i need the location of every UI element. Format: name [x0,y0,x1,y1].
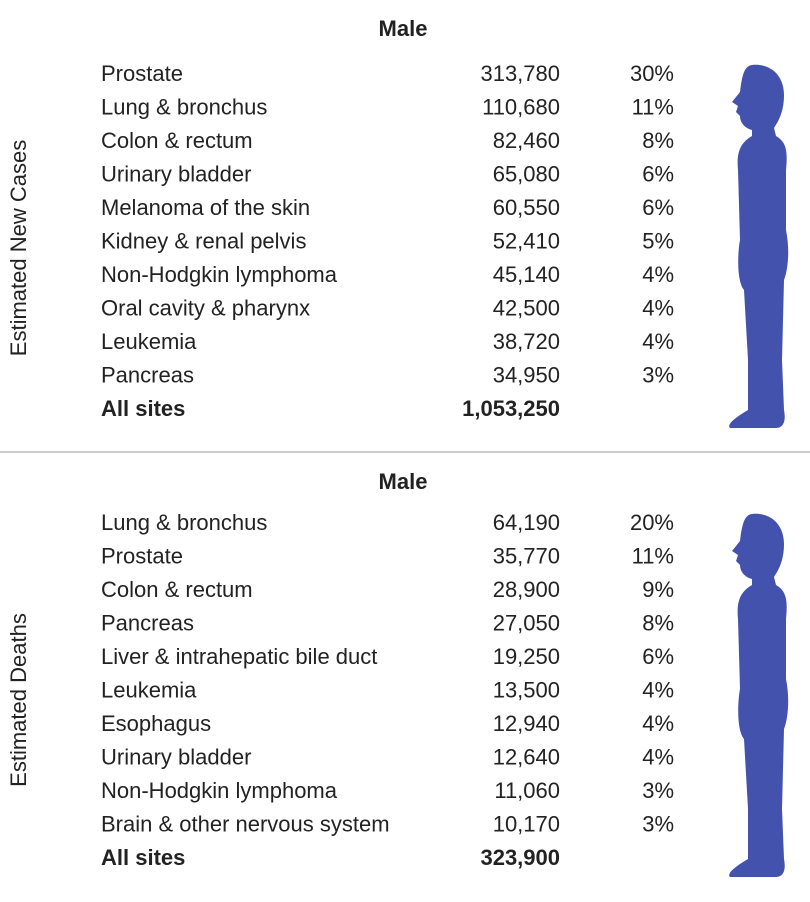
site-name: Lung & bronchus [101,94,267,119]
site-name: Pancreas [101,362,194,387]
site-name: Lung & bronchus [101,510,267,535]
total-value: 1,053,250 [462,396,560,421]
site-name: Non-Hodgkin lymphoma [101,778,338,803]
case-count: 45,140 [493,262,560,287]
site-name: Oral cavity & pharynx [101,295,310,320]
percent: 4% [642,262,674,287]
site-name: Prostate [101,543,183,568]
case-count: 10,170 [493,811,560,836]
percent: 5% [642,228,674,253]
case-count: 110,680 [482,94,560,119]
percent: 4% [642,295,674,320]
percent: 6% [642,161,674,186]
percent: 9% [642,577,674,602]
percent: 4% [642,677,674,702]
total-label: All sites [101,396,185,421]
percent: 4% [642,711,674,736]
percent: 20% [630,510,674,535]
percent: 3% [642,778,674,803]
percent: 3% [642,362,674,387]
site-name: Liver & intrahepatic bile duct [101,644,377,669]
site-name: Non-Hodgkin lymphoma [101,262,338,287]
case-count: 65,080 [493,161,560,186]
percent: 11% [632,543,674,568]
total-value: 323,900 [480,845,560,870]
site-name: Esophagus [101,711,211,736]
case-count: 19,250 [493,644,560,669]
site-name: Urinary bladder [101,161,251,186]
side-label: Estimated New Cases [6,140,31,356]
percent: 30% [630,61,674,86]
percent: 4% [642,329,674,354]
site-name: Leukemia [101,677,197,702]
case-count: 60,550 [493,195,560,220]
site-name: Pancreas [101,610,194,635]
case-count: 64,190 [493,510,560,535]
percent: 3% [642,811,674,836]
male-silhouette [729,513,789,877]
case-count: 11,060 [494,778,560,803]
case-count: 52,410 [493,228,560,253]
section-header: Male [379,16,428,41]
case-count: 38,720 [493,329,560,354]
site-name: Prostate [101,61,183,86]
percent: 11% [632,94,674,119]
site-name: Brain & other nervous system [101,811,390,836]
site-name: Colon & rectum [101,128,253,153]
case-count: 82,460 [493,128,560,153]
site-name: Leukemia [101,329,197,354]
total-label: All sites [101,845,185,870]
percent: 4% [642,744,674,769]
percent: 6% [642,195,674,220]
side-label: Estimated Deaths [6,613,31,787]
section-header: Male [379,469,428,494]
case-count: 12,640 [493,744,560,769]
percent: 8% [642,610,674,635]
case-count: 13,500 [493,677,560,702]
case-count: 27,050 [493,610,560,635]
site-name: Melanoma of the skin [101,195,310,220]
site-name: Kidney & renal pelvis [101,228,306,253]
site-name: Colon & rectum [101,577,253,602]
percent: 6% [642,644,674,669]
case-count: 42,500 [493,295,560,320]
case-count: 34,950 [493,362,560,387]
percent: 8% [642,128,674,153]
case-count: 28,900 [493,577,560,602]
male-silhouette [729,64,789,428]
case-count: 313,780 [480,61,560,86]
case-count: 12,940 [493,711,560,736]
site-name: Urinary bladder [101,744,251,769]
case-count: 35,770 [493,543,560,568]
